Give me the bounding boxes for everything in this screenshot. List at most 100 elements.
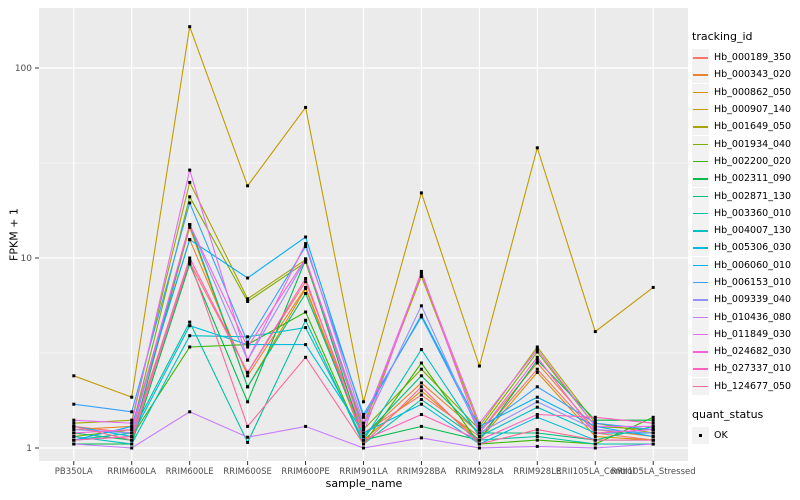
data-point: [304, 287, 308, 291]
legend-item: Hb_002200_020: [692, 152, 800, 170]
data-point: [72, 431, 76, 435]
legend-key-swatch: [692, 135, 709, 153]
legend-key-line: [693, 178, 708, 180]
legend-key-swatch: [692, 256, 709, 274]
data-point: [593, 421, 597, 425]
legend-key-line: [693, 160, 708, 163]
data-point: [419, 304, 423, 308]
legend-key-swatch: [692, 83, 709, 101]
data-point: [246, 400, 250, 404]
legend-item-label: Hb_011849_030: [714, 328, 792, 340]
legend-item: Hb_124677_050: [692, 377, 800, 395]
data-point: [304, 245, 308, 248]
data-point: [304, 318, 308, 322]
data-point: [188, 259, 192, 262]
data-point: [535, 400, 539, 404]
legend-key-line: [693, 195, 708, 197]
data-point: [593, 330, 597, 334]
legend-item-label: OK: [714, 430, 728, 442]
legend-item: Hb_006153_010: [692, 274, 800, 291]
legend-item: Hb_024682_030: [692, 343, 800, 361]
x-tick-label: RRIM928LA: [455, 467, 504, 477]
x-tick-label: RRIM928BA: [397, 467, 447, 477]
data-point: [362, 400, 365, 404]
data-point: [651, 438, 655, 442]
y-tick-label: 1: [26, 444, 32, 454]
data-point: [304, 326, 308, 330]
legend-item-label: Hb_024682_030: [714, 346, 792, 358]
legend-item-label: Hb_001649_050: [714, 121, 792, 133]
legend-item-label: Hb_124677_050: [714, 380, 792, 392]
data-point: [362, 442, 365, 446]
data-point: [72, 442, 76, 446]
x-tick-label: RRIM600LE: [166, 467, 214, 477]
data-point: [535, 361, 539, 365]
x-tick-label: RRII105LA_Control: [556, 467, 635, 477]
data-point: [535, 355, 539, 359]
data-point: [593, 428, 597, 432]
legend-key-swatch: [692, 291, 709, 309]
legend-item-label: Hb_006153_010: [714, 277, 792, 288]
legend-key-swatch: [692, 49, 709, 67]
legend-key-line: [693, 57, 708, 59]
legend-item: Hb_002871_130: [692, 187, 800, 205]
data-point: [535, 358, 539, 362]
legend-item-label: Hb_001934_040: [714, 138, 792, 150]
legend-key-line: [693, 282, 708, 284]
data-point: [593, 438, 597, 442]
data-point: [362, 438, 365, 442]
data-point: [188, 168, 192, 172]
data-point: [130, 428, 134, 432]
data-point: [362, 413, 365, 416]
data-point: [419, 413, 423, 416]
legend-key-line: [693, 143, 708, 146]
data-point: [593, 446, 597, 450]
data-point: [477, 446, 481, 450]
legend-key-swatch: [692, 170, 709, 188]
data-point: [651, 435, 655, 438]
data-point: [304, 260, 308, 264]
legend-key-swatch: [692, 239, 709, 257]
legend-key-swatch: [692, 152, 709, 170]
x-axis-title: sample_name: [325, 477, 403, 490]
data-point: [362, 415, 365, 419]
legend-item-label: Hb_027337_010: [714, 363, 792, 375]
data-point: [304, 424, 308, 428]
legend-item: Hb_003360_010: [692, 204, 800, 222]
data-point: [419, 274, 423, 278]
data-point: [130, 410, 134, 414]
data-point: [246, 358, 250, 362]
legend-item-label: Hb_000862_050: [714, 86, 792, 98]
y-tick-label: 10: [21, 254, 33, 264]
data-point: [304, 257, 308, 261]
legend-item: Hb_027337_010: [692, 360, 800, 378]
data-point: [130, 446, 134, 450]
x-tick-label: RRIM600LA: [107, 467, 156, 477]
legend-key-line: [693, 247, 708, 249]
data-point: [535, 350, 539, 354]
data-point: [477, 364, 481, 368]
data-point: [593, 435, 597, 438]
data-point: [188, 334, 192, 338]
data-point: [304, 105, 308, 109]
data-point: [651, 431, 655, 435]
data-point: [188, 225, 192, 229]
legend-item: Hb_002311_090: [692, 170, 800, 188]
data-point: [362, 446, 365, 450]
data-point: [651, 428, 655, 432]
legend-item: Hb_000862_050: [692, 83, 800, 101]
data-point: [535, 405, 539, 409]
ok-point-icon: [699, 434, 702, 438]
data-point: [246, 440, 250, 444]
legend-item-quant: OK: [692, 427, 800, 445]
data-point: [188, 25, 192, 29]
data-point: [419, 436, 423, 440]
data-point: [188, 262, 192, 266]
legend-item: Hb_011849_030: [692, 325, 800, 343]
data-point: [188, 201, 192, 205]
legend-key-point: [692, 427, 709, 445]
legend-item: Hb_010436_080: [692, 308, 800, 326]
x-tick-label: RRII105LA_Stressed: [611, 467, 696, 477]
data-point: [535, 435, 539, 438]
